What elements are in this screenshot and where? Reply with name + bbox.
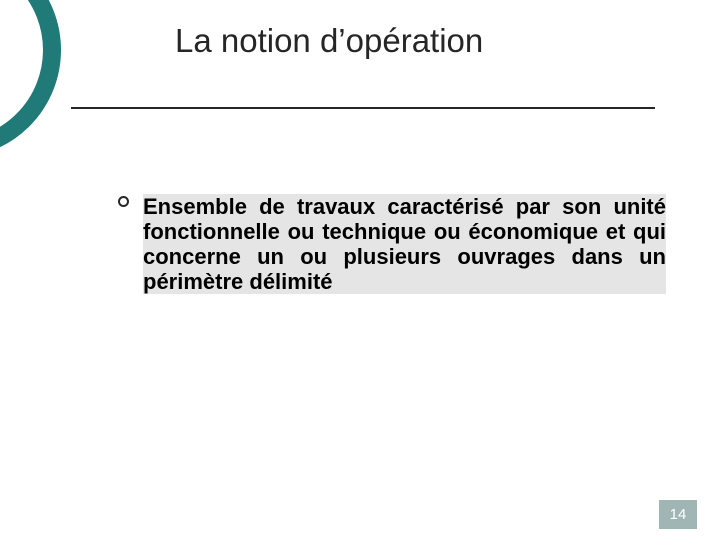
decor-circle-icon <box>0 0 61 158</box>
slide-title: La notion d’opération <box>175 22 483 60</box>
bullet-icon <box>118 196 129 207</box>
title-divider <box>71 107 655 109</box>
slide: La notion d’opération Ensemble de travau… <box>0 0 720 540</box>
page-number: 14 <box>670 506 687 523</box>
bullet-item: Ensemble de travaux caractérisé par son … <box>118 194 666 294</box>
page-number-badge: 14 <box>659 500 697 529</box>
body-text: Ensemble de travaux caractérisé par son … <box>143 194 666 294</box>
